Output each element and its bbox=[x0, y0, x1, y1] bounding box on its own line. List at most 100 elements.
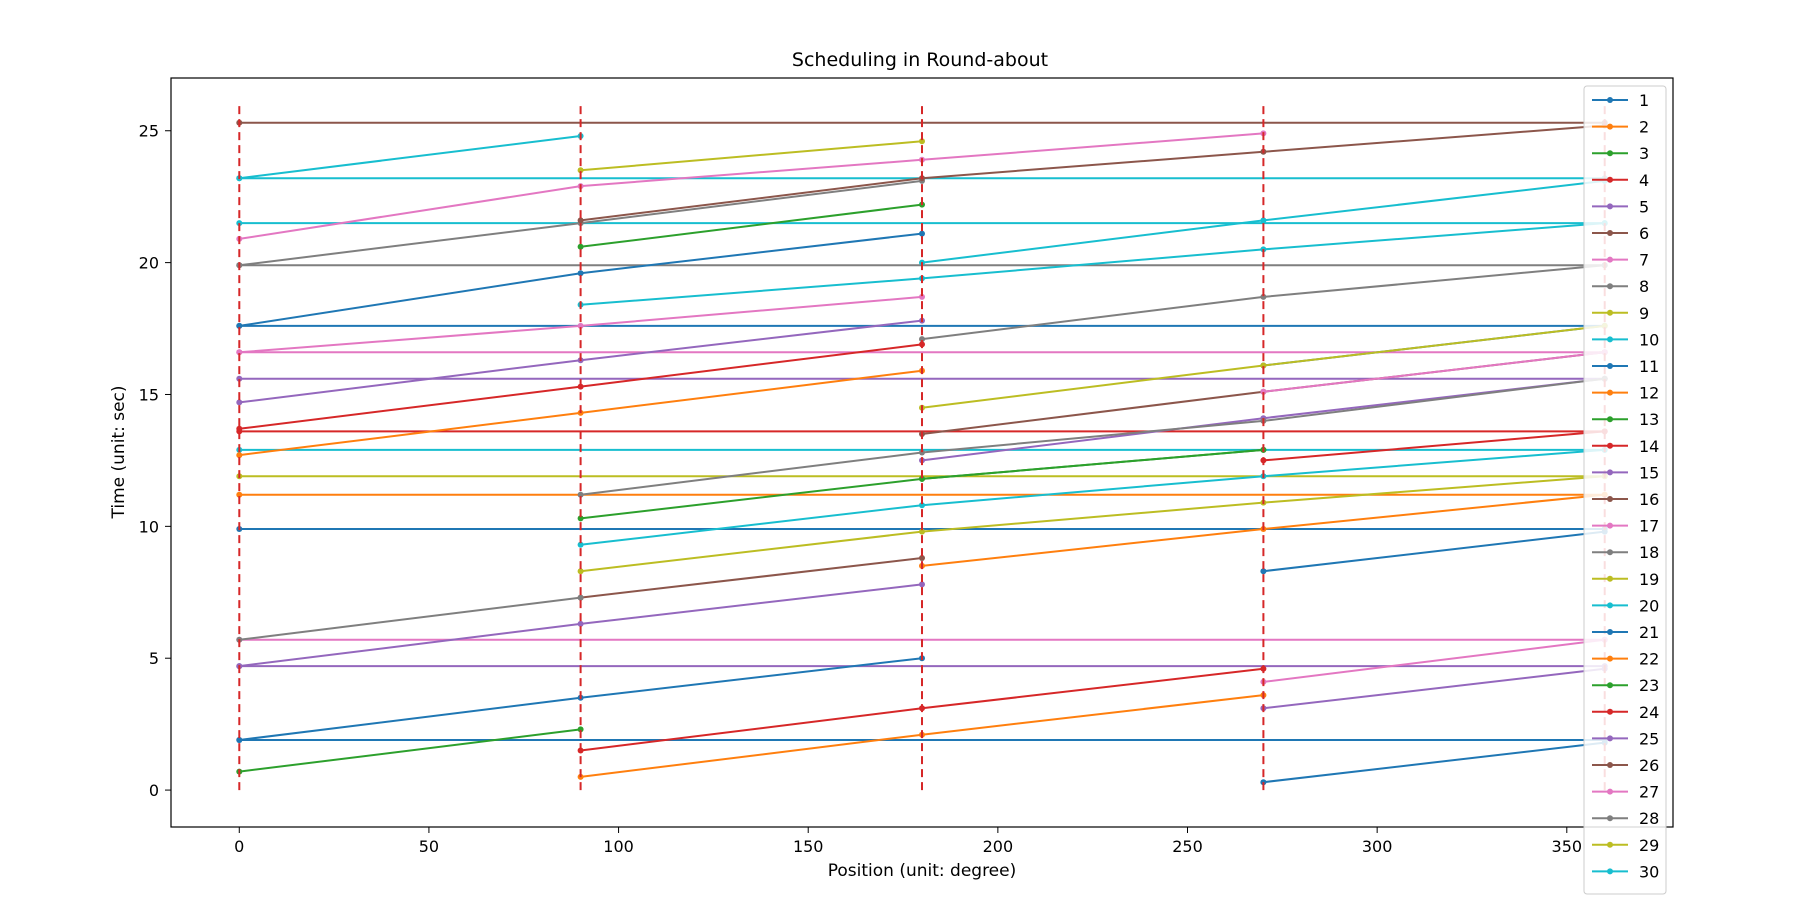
legend-label: 22 bbox=[1639, 650, 1659, 669]
legend-marker bbox=[1607, 363, 1613, 369]
series-line-point bbox=[919, 138, 925, 145]
legend-marker bbox=[1607, 230, 1613, 236]
x-tick-label: 100 bbox=[603, 837, 634, 856]
legend-label: 30 bbox=[1639, 862, 1659, 881]
x-tick-label: 50 bbox=[419, 837, 439, 856]
legend-box bbox=[1583, 85, 1667, 895]
series-line-28 bbox=[580, 377, 1605, 496]
series-line bbox=[580, 124, 1605, 222]
series-line-20 bbox=[580, 448, 1605, 546]
legend-label: 17 bbox=[1639, 517, 1659, 536]
legend-marker bbox=[1607, 283, 1613, 290]
legend-marker bbox=[1607, 522, 1613, 529]
legend-label: 14 bbox=[1639, 437, 1659, 456]
legend-marker bbox=[1607, 629, 1613, 635]
x-tick-label: 0 bbox=[234, 837, 244, 856]
series-line-point bbox=[577, 217, 584, 224]
legend-marker bbox=[1607, 602, 1613, 609]
legend-label: 28 bbox=[1639, 809, 1659, 828]
legend-marker bbox=[1607, 496, 1613, 502]
x-tick-label: 300 bbox=[1362, 837, 1393, 856]
legend-label: 15 bbox=[1639, 463, 1659, 482]
y-tick-label: 25 bbox=[139, 122, 159, 141]
legend-marker bbox=[1607, 256, 1613, 263]
series-line-18-point bbox=[577, 594, 584, 601]
series-line-27 bbox=[1263, 351, 1605, 393]
series-line bbox=[580, 140, 923, 172]
legend-marker bbox=[1607, 841, 1613, 848]
legend-label: 25 bbox=[1639, 729, 1659, 748]
series-line-5 bbox=[1263, 667, 1605, 710]
legend-label: 29 bbox=[1639, 836, 1659, 855]
series-line-point bbox=[1260, 293, 1267, 300]
series-line-16 bbox=[580, 557, 923, 599]
series-line-19-point bbox=[919, 528, 925, 535]
series-line-20-point bbox=[919, 502, 925, 509]
series-line bbox=[239, 135, 581, 180]
legend-marker bbox=[1607, 309, 1613, 316]
x-tick-label: 150 bbox=[793, 837, 824, 856]
legend-label: 7 bbox=[1639, 251, 1649, 270]
series-line-point bbox=[919, 230, 925, 237]
legend-label: 6 bbox=[1639, 224, 1649, 243]
y-tick-label: 20 bbox=[139, 254, 159, 273]
x-tick-label: 200 bbox=[983, 837, 1014, 856]
series-line-11-point bbox=[236, 737, 243, 743]
legend-marker bbox=[1607, 868, 1613, 875]
legend-label: 20 bbox=[1639, 596, 1659, 615]
series-line-point bbox=[577, 243, 584, 250]
legend-marker bbox=[1607, 97, 1613, 103]
y-axis: 0 5 10 15 20 25 bbox=[139, 122, 171, 800]
legend-label: 27 bbox=[1639, 783, 1659, 802]
legend-marker bbox=[1607, 123, 1613, 130]
series-line-1 bbox=[1263, 741, 1605, 784]
legend-marker bbox=[1607, 176, 1613, 183]
legend-marker bbox=[1607, 575, 1613, 582]
series-line-19 bbox=[580, 475, 1605, 573]
legend-label: 24 bbox=[1639, 703, 1659, 722]
y-tick-label: 10 bbox=[139, 517, 159, 536]
legend-label: 13 bbox=[1639, 410, 1659, 429]
series-line-point bbox=[577, 167, 584, 174]
legend-label: 9 bbox=[1639, 304, 1649, 323]
legend-marker bbox=[1607, 762, 1613, 768]
plot-frame bbox=[170, 77, 1674, 828]
series-line-3 bbox=[239, 728, 581, 773]
legend: 1234567891011121314151617181920212223242… bbox=[1583, 85, 1667, 895]
chart-title: Scheduling in Round-about bbox=[792, 49, 1048, 71]
series-line-21 bbox=[1263, 530, 1605, 573]
legend-label: 4 bbox=[1639, 171, 1649, 190]
legend-marker bbox=[1607, 815, 1613, 822]
series-line-point bbox=[236, 491, 243, 498]
legend-label: 5 bbox=[1639, 197, 1649, 216]
legend-label: 11 bbox=[1639, 357, 1659, 376]
legend-label: 3 bbox=[1639, 144, 1649, 163]
legend-marker bbox=[1607, 708, 1613, 715]
legend-label: 26 bbox=[1639, 756, 1659, 775]
series-line-point bbox=[919, 293, 925, 300]
series-line-point bbox=[1260, 217, 1267, 224]
series-line-point bbox=[236, 375, 243, 382]
x-tick-label: 250 bbox=[1172, 837, 1203, 856]
series-line-point bbox=[236, 322, 243, 329]
legend-marker bbox=[1607, 788, 1613, 795]
legend-label: 23 bbox=[1639, 676, 1659, 695]
legend-label: 1 bbox=[1639, 91, 1649, 110]
legend-marker bbox=[1607, 416, 1613, 423]
legend-marker bbox=[1607, 655, 1613, 662]
series-line-30 bbox=[580, 222, 1605, 306]
series-line-point bbox=[577, 270, 584, 277]
y-tick-label: 0 bbox=[149, 781, 159, 800]
series-line-point bbox=[919, 336, 925, 343]
legend-marker bbox=[1607, 150, 1613, 157]
legend-marker bbox=[1607, 469, 1613, 476]
legend-marker bbox=[1607, 682, 1613, 689]
legend-label: 16 bbox=[1639, 490, 1659, 509]
series-line-23-point bbox=[919, 475, 925, 482]
legend-label: 18 bbox=[1639, 543, 1659, 562]
legend-label: 19 bbox=[1639, 570, 1659, 589]
series-line-point bbox=[577, 322, 584, 329]
series-line-3-point bbox=[577, 726, 584, 733]
x-axis-label: Position (unit: degree) bbox=[828, 861, 1017, 881]
series-line-28-point bbox=[919, 449, 925, 456]
